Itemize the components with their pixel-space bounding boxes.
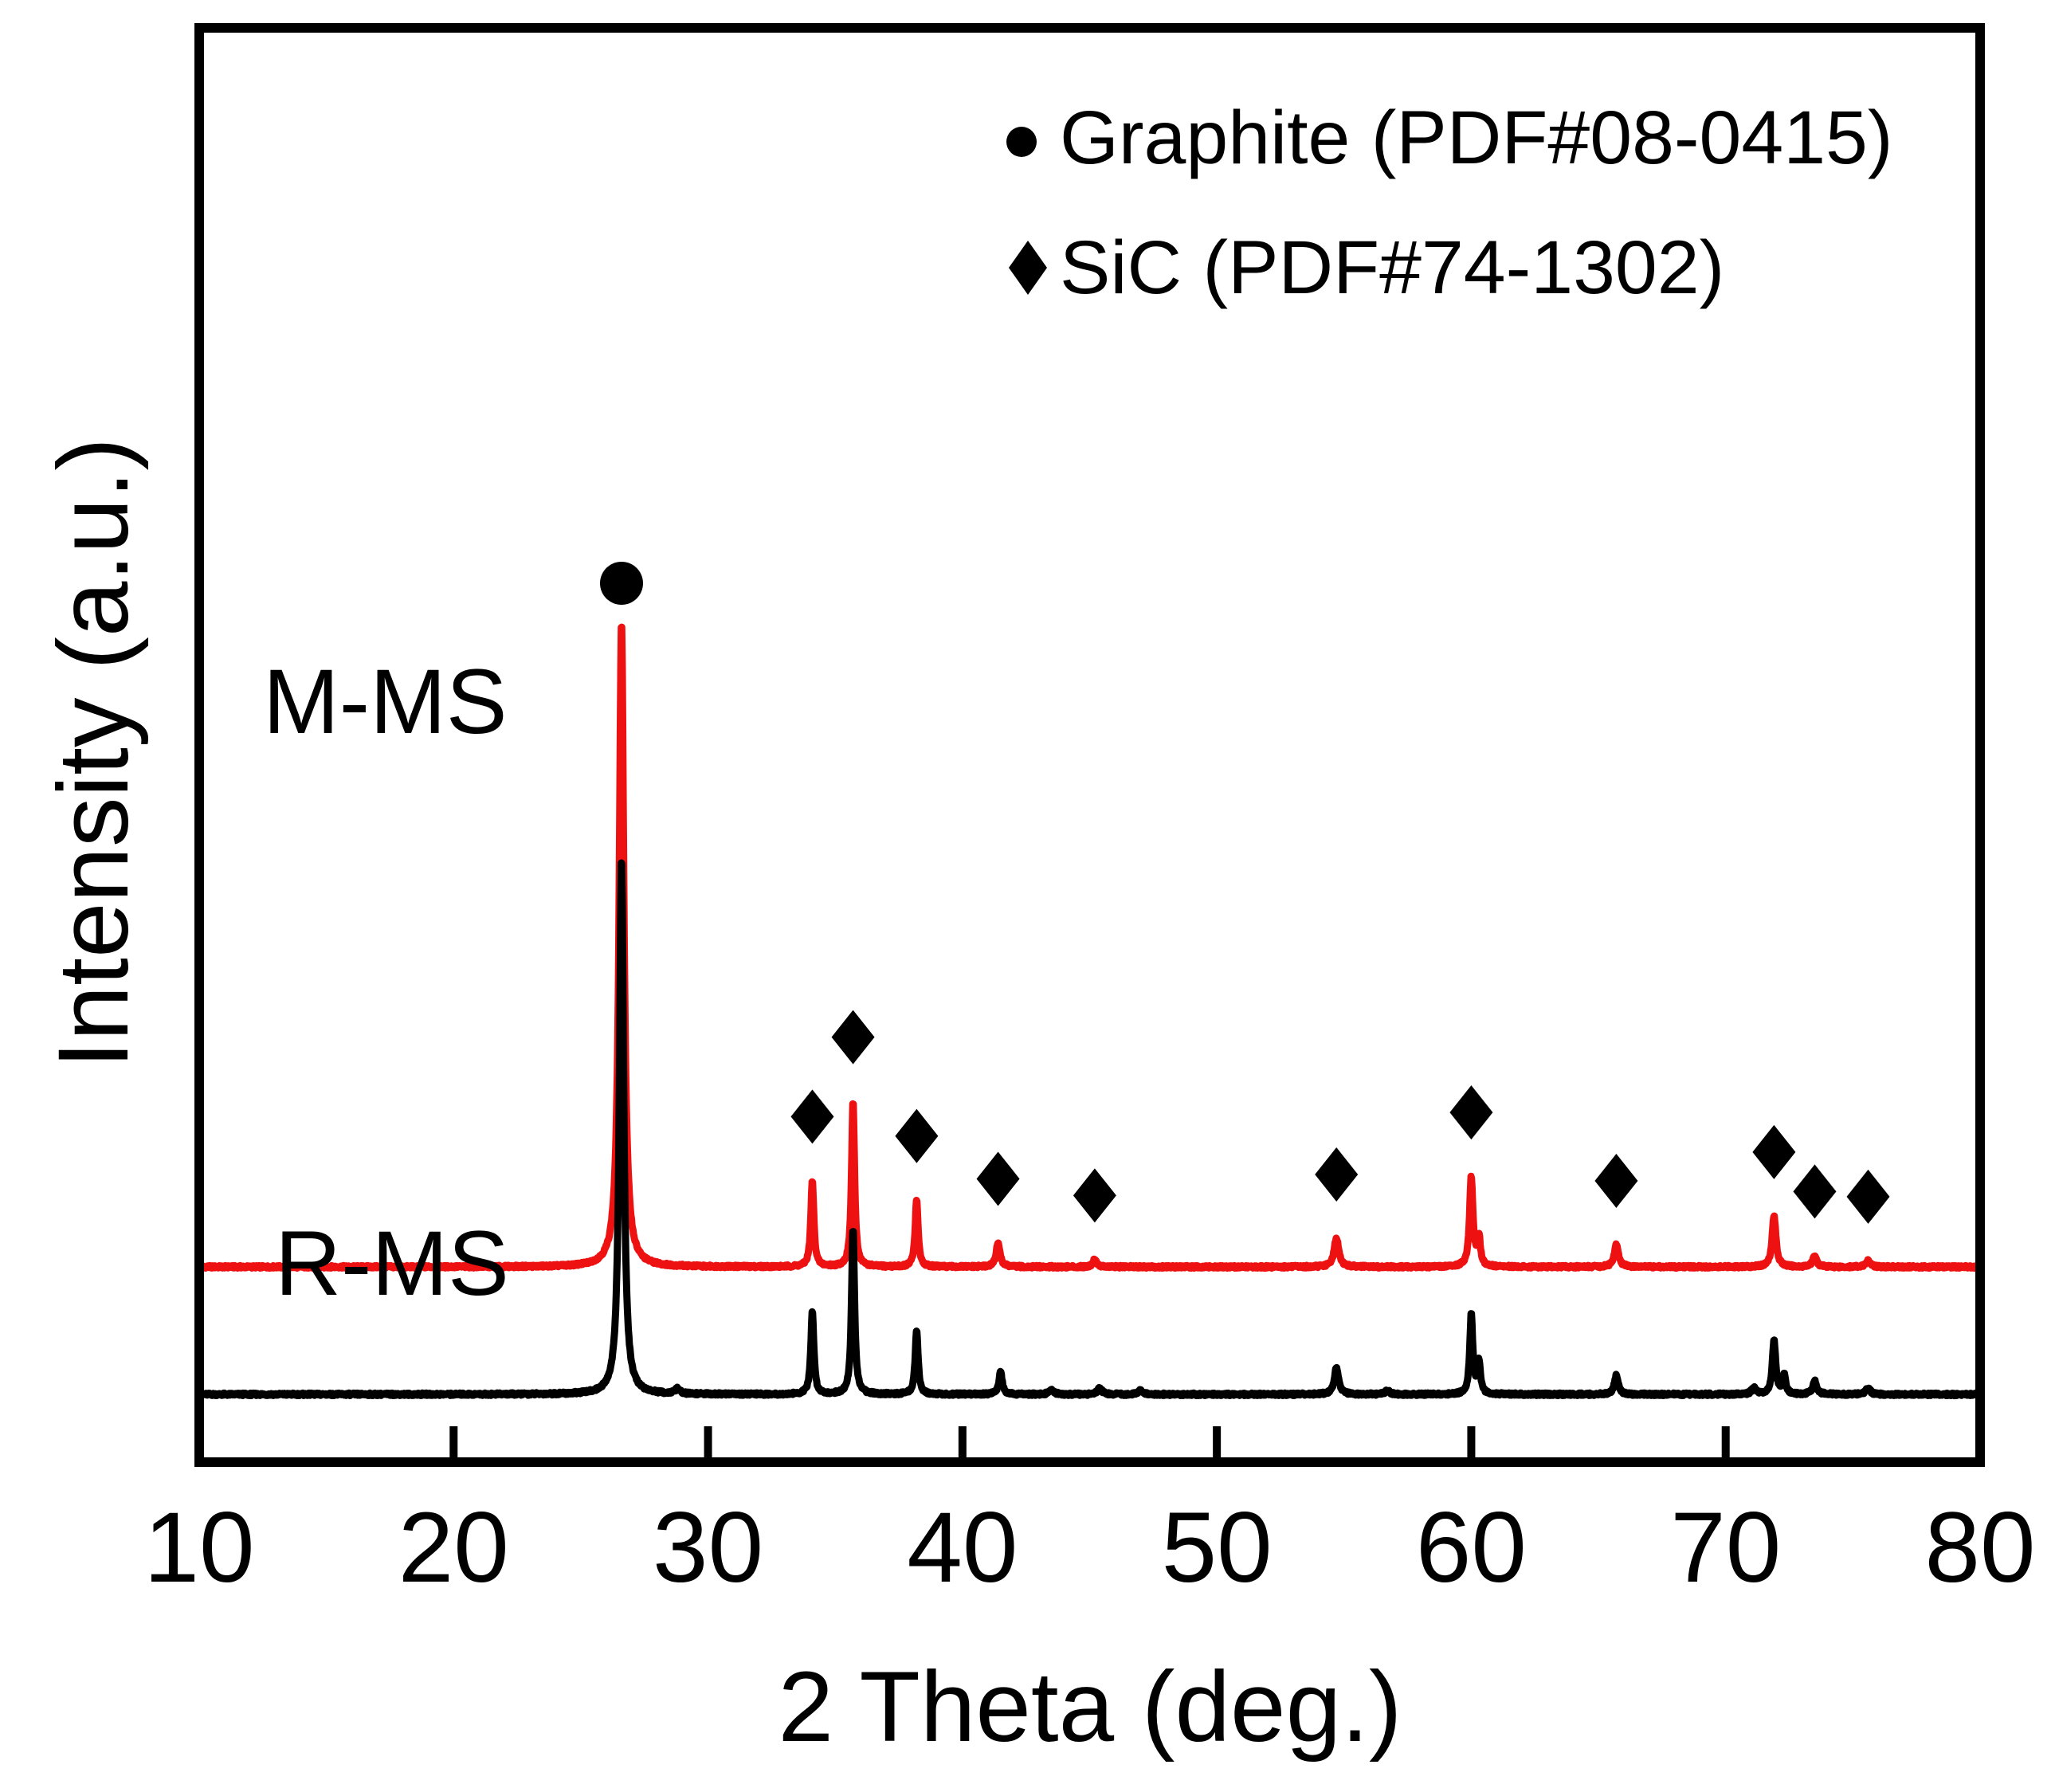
legend: Graphite (PDF#08-0415) SiC (PDF#74-1302) [1006,96,1893,310]
sic-marker-diamond-icon [790,1089,834,1144]
legend-circle-icon [1006,127,1037,157]
plot-frame [194,23,1985,1467]
graphite-marker-circle-icon [600,562,643,605]
x-tick-label: 70 [1670,1492,1781,1603]
sic-marker-diamond-icon [1752,1124,1796,1179]
series-label-r-ms: R-MS [275,1213,509,1315]
sic-marker-diamond-icon [1315,1147,1359,1202]
sic-marker-diamond-icon [1594,1153,1638,1208]
x-tick-label: 10 [143,1492,254,1603]
series-line-r-ms [197,859,1982,1400]
sic-marker-diamond-icon [1449,1085,1493,1140]
legend-label-sic: SiC (PDF#74-1302) [1060,225,1724,310]
sic-marker-diamond-icon [1846,1169,1890,1224]
y-axis-label: Intensity (a.u.) [38,437,149,1069]
sic-marker-diamond-icon [1793,1164,1837,1219]
sic-marker-diamond-icon [831,1010,875,1065]
legend-label-graphite: Graphite (PDF#08-0415) [1060,96,1893,180]
x-tick-label: 30 [653,1492,763,1603]
x-tick-label: 50 [1162,1492,1273,1603]
x-tick-label: 20 [398,1492,509,1603]
x-tick-label: 80 [1924,1492,2035,1603]
x-tick-label: 40 [907,1492,1018,1603]
sic-marker-diamond-icon [895,1108,939,1163]
series-label-m-ms: M-MS [263,651,508,753]
sic-marker-diamond-icon [1073,1168,1116,1223]
series-line-m-ms [197,623,1982,1272]
sic-marker-diamond-icon [976,1151,1020,1206]
x-axis-label: 2 Theta (deg.) [778,1652,1402,1763]
legend-diamond-icon [1009,241,1047,295]
x-tick-label: 60 [1416,1492,1527,1603]
